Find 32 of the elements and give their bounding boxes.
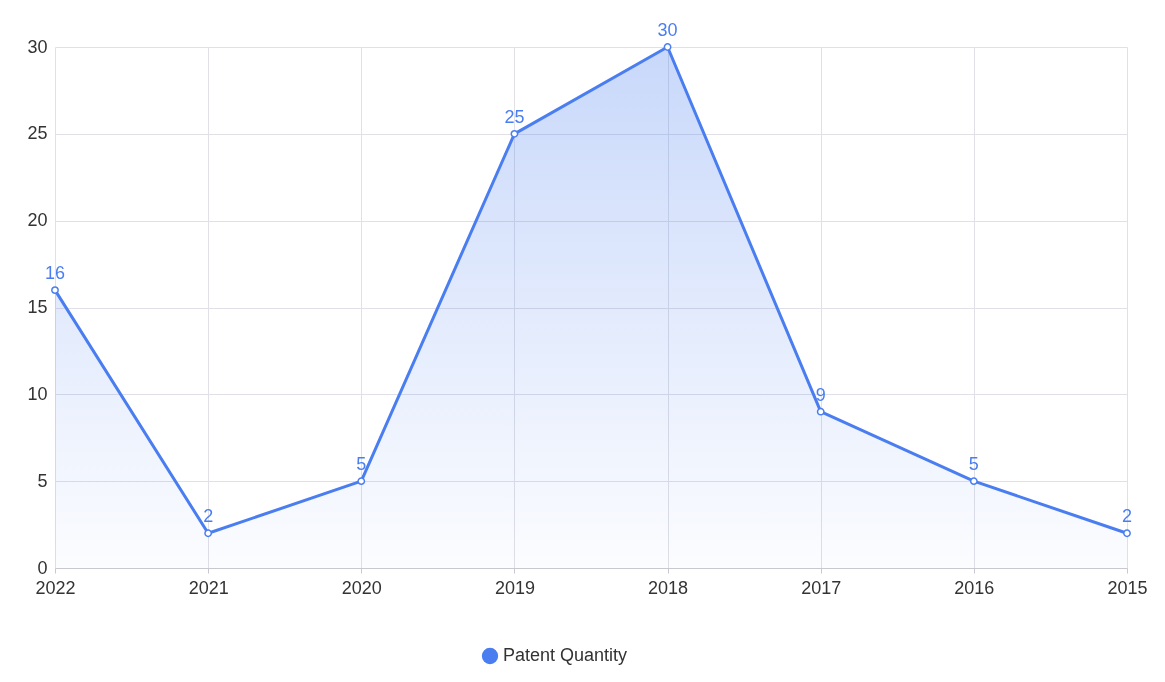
point xyxy=(1123,529,1131,538)
x-tick-label: 2020 xyxy=(341,577,382,598)
data-label: 16 xyxy=(44,263,66,284)
point xyxy=(663,43,672,51)
y-tick-label: 10 xyxy=(27,383,48,404)
data-label: 2 xyxy=(1121,506,1133,527)
data-label: 30 xyxy=(657,20,678,40)
y-tick-label: 20 xyxy=(27,210,48,231)
x-tick-label: 2017 xyxy=(801,577,842,598)
y-tick-label: 5 xyxy=(37,470,48,491)
point xyxy=(357,477,366,486)
y-tick-label: 30 xyxy=(27,36,48,57)
data-label: 9 xyxy=(815,384,826,405)
point xyxy=(51,286,59,295)
data-label: 5 xyxy=(968,454,979,475)
data-label: 25 xyxy=(504,106,525,127)
point xyxy=(969,477,978,486)
x-tick-label: 2018 xyxy=(648,577,689,598)
x-tick-label: 2015 xyxy=(1107,577,1148,598)
point xyxy=(510,129,519,138)
point xyxy=(816,407,825,416)
data-label: 2 xyxy=(203,506,214,527)
x-tick-label: 2021 xyxy=(188,577,229,598)
y-tick-label: 0 xyxy=(37,557,48,578)
x-tick-label: 2022 xyxy=(35,577,76,598)
x-tick-label: 2016 xyxy=(954,577,995,598)
x-tick-label: 2019 xyxy=(494,577,535,598)
y-tick-label: 15 xyxy=(27,297,48,317)
point xyxy=(204,529,213,538)
legend-label: Patent Quantity xyxy=(503,645,628,665)
data-label: 5 xyxy=(356,454,367,475)
y-tick-label: 25 xyxy=(27,123,48,144)
